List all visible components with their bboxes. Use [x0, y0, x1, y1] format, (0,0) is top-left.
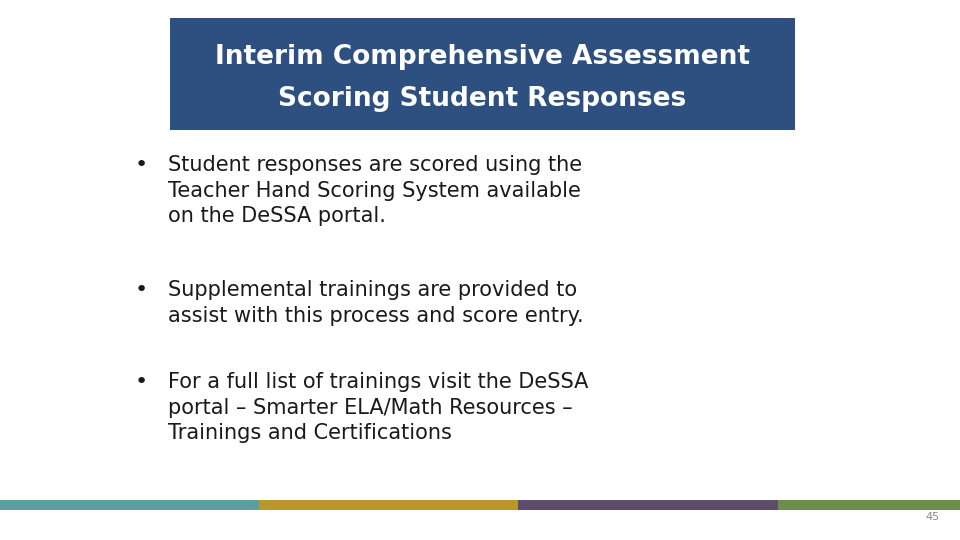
Text: •: • [135, 372, 148, 392]
Text: 45: 45 [925, 512, 940, 522]
FancyBboxPatch shape [170, 18, 795, 130]
Text: For a full list of trainings visit the DeSSA
portal – Smarter ELA/Math Resources: For a full list of trainings visit the D… [168, 372, 588, 443]
Text: •: • [135, 155, 148, 175]
FancyBboxPatch shape [259, 500, 518, 510]
Text: •: • [135, 280, 148, 300]
Text: Scoring Student Responses: Scoring Student Responses [278, 86, 686, 112]
Text: Student responses are scored using the
Teacher Hand Scoring System available
on : Student responses are scored using the T… [168, 155, 582, 226]
FancyBboxPatch shape [778, 500, 960, 510]
Text: Interim Comprehensive Assessment: Interim Comprehensive Assessment [215, 44, 750, 70]
FancyBboxPatch shape [518, 500, 778, 510]
Text: Supplemental trainings are provided to
assist with this process and score entry.: Supplemental trainings are provided to a… [168, 280, 584, 326]
FancyBboxPatch shape [0, 500, 259, 510]
